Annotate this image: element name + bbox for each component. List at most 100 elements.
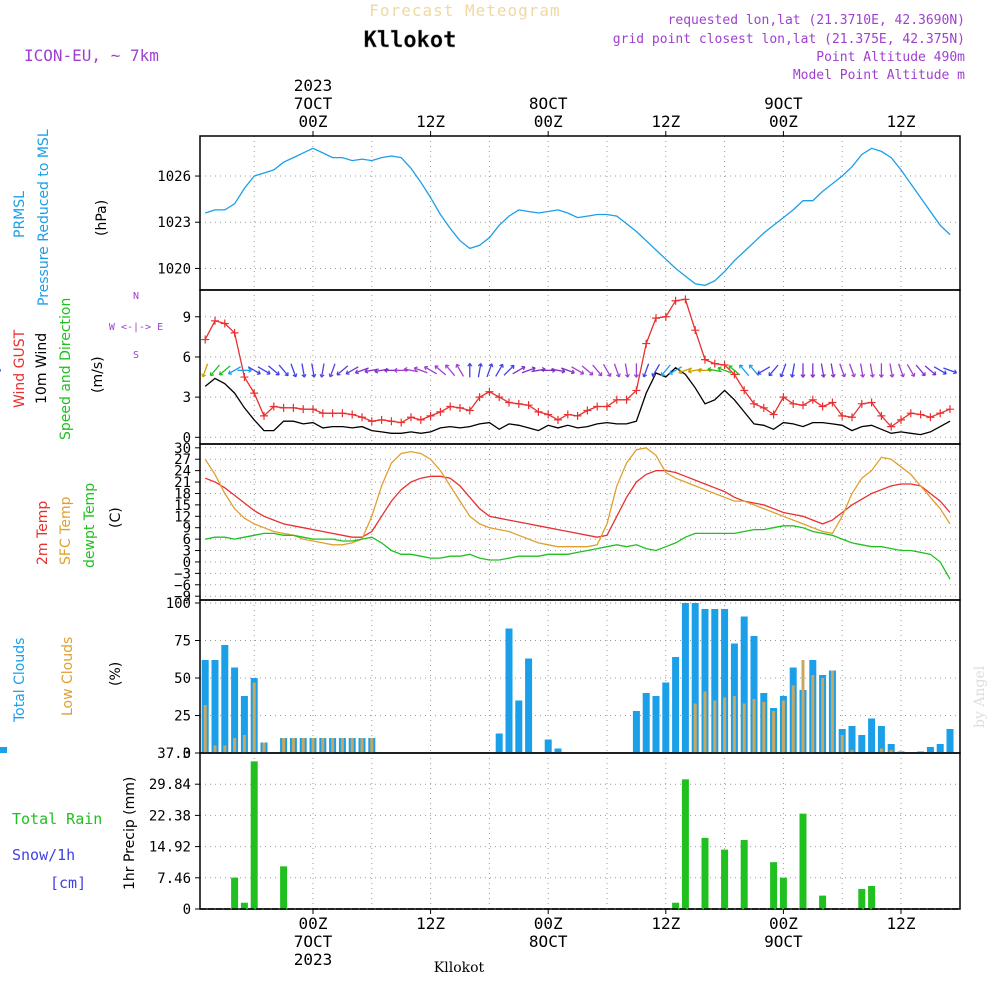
rain-bar bbox=[231, 877, 239, 909]
clouds-total-label: Total Clouds bbox=[12, 638, 28, 723]
gust-marker bbox=[563, 410, 572, 419]
rain-bar bbox=[819, 895, 827, 909]
wind-arrow bbox=[839, 363, 846, 378]
wind-arrow bbox=[219, 365, 231, 376]
wind-arrow bbox=[678, 367, 693, 374]
wind-arrow bbox=[592, 364, 603, 377]
y-tick-label: 30 bbox=[174, 441, 191, 457]
wind-arrow-head bbox=[860, 373, 866, 378]
wind-arrow bbox=[897, 363, 905, 378]
total-cloud-bar bbox=[858, 735, 866, 753]
low-cloud-bar bbox=[360, 738, 364, 753]
wind-arrow bbox=[943, 367, 957, 374]
gust-marker bbox=[642, 339, 651, 348]
rain-bar bbox=[240, 902, 248, 909]
snow-label: Snow/1h bbox=[12, 846, 75, 864]
wind-arrow-head bbox=[319, 373, 325, 378]
gust-marker bbox=[867, 398, 876, 407]
wind-arrow-head bbox=[660, 372, 665, 377]
2m-temp-line bbox=[204, 469, 951, 538]
gust-marker bbox=[446, 402, 455, 411]
gust-marker bbox=[505, 398, 513, 407]
wind-arrow bbox=[924, 365, 937, 376]
wind-arrow bbox=[329, 363, 336, 378]
wind-arrow bbox=[486, 363, 493, 378]
product-title: Forecast Meteogram bbox=[369, 1, 560, 20]
wind-arrow bbox=[560, 367, 575, 374]
wind-arrow bbox=[791, 363, 796, 378]
low-cloud-bar bbox=[252, 682, 256, 753]
y-tick-label: 100 bbox=[166, 596, 191, 612]
gust-marker bbox=[740, 386, 749, 395]
wind-arrow bbox=[550, 368, 566, 373]
wind-arrow-head bbox=[668, 370, 674, 375]
dewpt-temp-line bbox=[205, 525, 951, 580]
gust-marker bbox=[838, 411, 847, 420]
gust-marker bbox=[387, 417, 396, 426]
wind-arrow bbox=[848, 363, 856, 378]
gust-marker bbox=[808, 395, 817, 404]
total-cloud-bar bbox=[711, 609, 719, 753]
wind-arrow-head bbox=[810, 374, 816, 378]
wind-arrow-head bbox=[615, 373, 621, 378]
wind-arrow bbox=[602, 363, 612, 377]
sfc-temp-line bbox=[204, 447, 951, 548]
low-cloud-bar bbox=[723, 697, 727, 753]
wind-arrow-head bbox=[624, 373, 630, 378]
wind-arrow bbox=[707, 368, 722, 373]
pressure-panel: 1020 1023 1026 bbox=[157, 135, 961, 291]
wind-arrow-head bbox=[607, 372, 612, 377]
rain-bar bbox=[250, 761, 258, 909]
gust-marker bbox=[632, 386, 641, 395]
wind-arrow bbox=[290, 363, 297, 378]
y-tick-label: 12 bbox=[174, 509, 191, 525]
y-tick-label: 6 bbox=[183, 532, 191, 548]
wind-arrow bbox=[669, 366, 682, 375]
low-cloud-bar bbox=[752, 699, 756, 753]
low-cloud-bar bbox=[801, 660, 805, 753]
wind-arrow-head bbox=[768, 372, 773, 377]
point-altitude: Point Altitude 490m bbox=[816, 50, 965, 65]
wind-arrow-head bbox=[789, 373, 795, 378]
rain-bar bbox=[740, 839, 748, 909]
gust-marker bbox=[299, 405, 308, 414]
low-cloud-bar bbox=[350, 738, 354, 753]
top-axis-label: 12Z bbox=[416, 112, 445, 131]
requested-coords: requested lon,lat (21.3710E, 42.3690N) bbox=[668, 13, 965, 28]
gust-marker bbox=[524, 401, 533, 410]
gust-marker bbox=[573, 411, 582, 420]
bottom-axis-label: 00Z bbox=[299, 914, 328, 933]
gust-marker bbox=[397, 418, 406, 427]
rain-bar bbox=[858, 888, 866, 909]
bottom-axis-label: 00Z bbox=[769, 914, 798, 933]
low-cloud-bar bbox=[223, 745, 227, 753]
gust-marker bbox=[652, 314, 660, 323]
wind-arrow bbox=[739, 364, 750, 377]
wind-arrow-head bbox=[687, 368, 692, 374]
wind-arrow bbox=[906, 363, 915, 377]
total-cloud-bar bbox=[662, 682, 670, 753]
wind-arrow-head bbox=[757, 370, 762, 375]
wind-arrow-head bbox=[521, 365, 526, 371]
gust-marker bbox=[926, 413, 935, 422]
low-cloud-bar bbox=[311, 738, 315, 753]
gust-marker bbox=[367, 417, 376, 426]
gust-marker bbox=[916, 410, 925, 419]
low-cloud-bar bbox=[781, 700, 785, 753]
temp-dewpt-label: dewpt Temp bbox=[82, 483, 98, 568]
gust-marker bbox=[544, 410, 553, 419]
low-cloud-bar bbox=[291, 738, 295, 753]
y-tick-label: 3 bbox=[183, 544, 191, 560]
wind-arrow-head bbox=[589, 371, 594, 376]
low-cloud-bar bbox=[879, 748, 883, 753]
wind-arrow bbox=[210, 364, 220, 377]
y-tick-label: −9 bbox=[174, 589, 191, 605]
wind-arrow-head bbox=[820, 373, 826, 378]
rain-bar bbox=[701, 837, 709, 909]
wind-arrow-head bbox=[728, 365, 733, 370]
gust-marker bbox=[407, 413, 415, 422]
low-cloud-bar bbox=[772, 711, 776, 753]
bottom-axis-label: 12Z bbox=[416, 914, 445, 933]
total-cloud-bar bbox=[936, 744, 944, 753]
low-cloud-bar bbox=[742, 703, 746, 753]
